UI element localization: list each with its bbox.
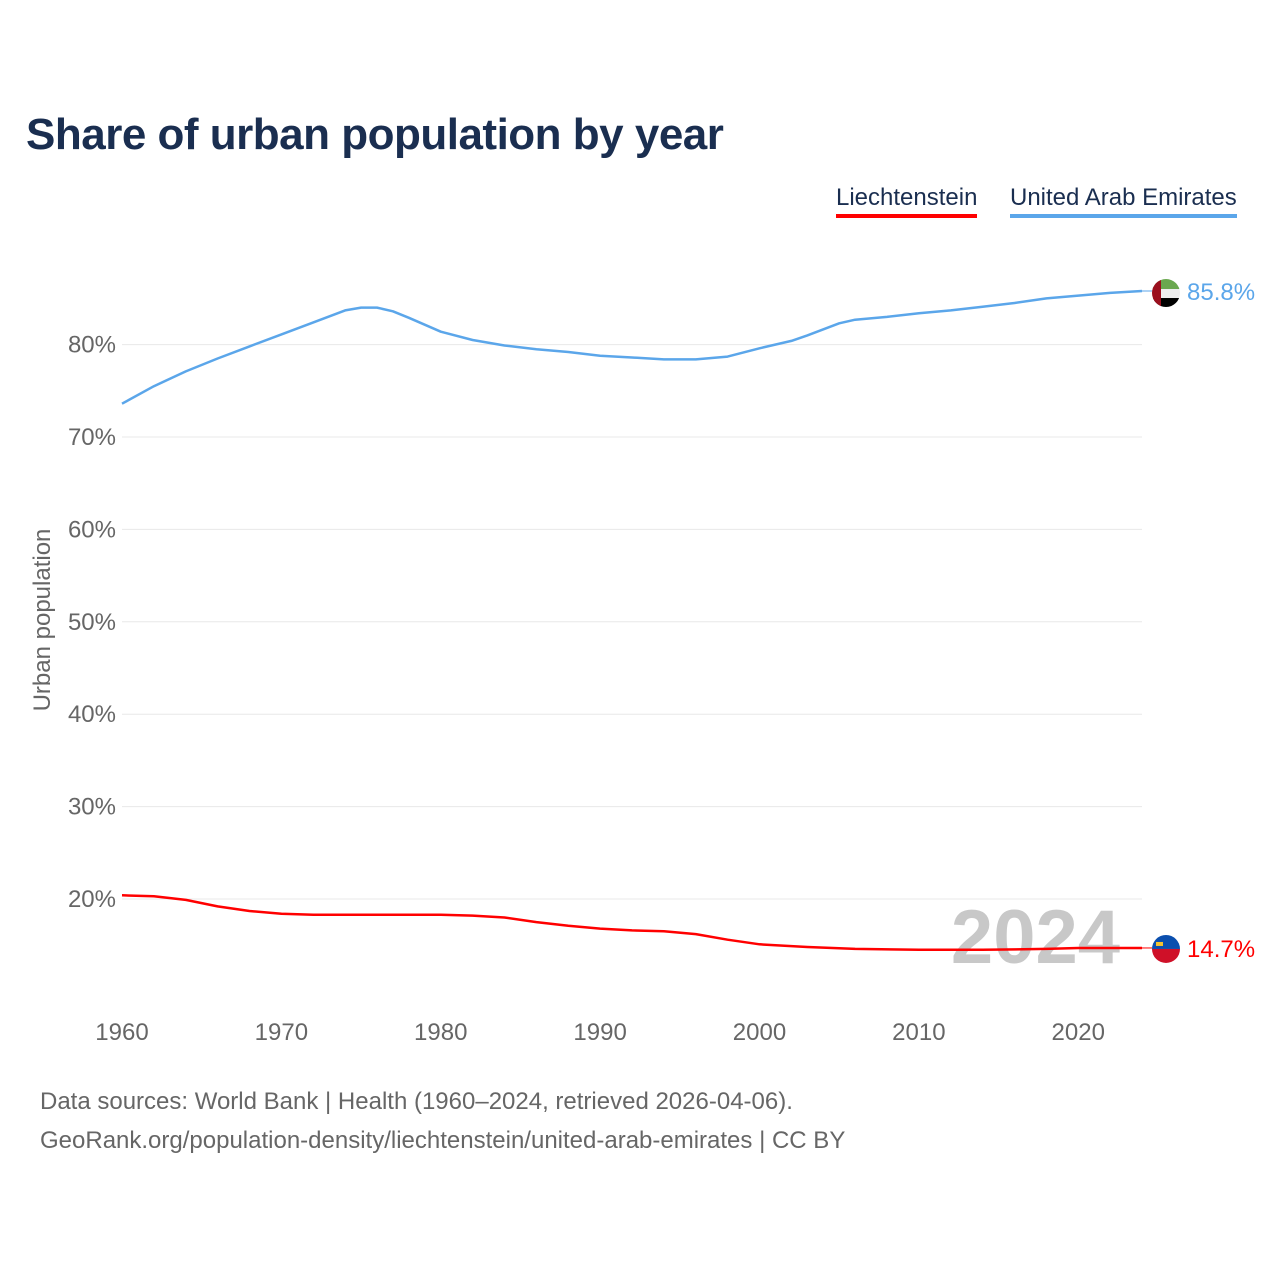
series-line-uae <box>121 289 1143 405</box>
y-tick-label: 80% <box>68 332 116 359</box>
footer-source: Data sources: World Bank | Health (1960–… <box>40 1088 793 1115</box>
flag-crown <box>1156 941 1163 946</box>
liechtenstein-flag-icon <box>1152 934 1180 963</box>
end-value-label: 14.7% <box>1187 936 1255 963</box>
legend-item-liechtenstein[interactable]: Liechtenstein <box>836 184 978 218</box>
flag-body <box>1152 279 1180 308</box>
uae-flag-icon <box>1152 279 1180 308</box>
flag-stripe <box>1152 279 1161 308</box>
flag-body <box>1152 934 1180 963</box>
y-tick-label: 60% <box>68 516 116 543</box>
x-tick-label: 2020 <box>1052 1019 1105 1046</box>
legend-item-uae[interactable]: United Arab Emirates <box>1010 184 1237 218</box>
x-tick-label: 2000 <box>733 1019 786 1046</box>
x-tick-label: 1990 <box>573 1019 626 1046</box>
x-tick-label: 1960 <box>95 1019 148 1046</box>
x-tick-label: 1970 <box>255 1019 308 1046</box>
flag-stripe <box>1152 298 1180 308</box>
y-tick-label: 40% <box>68 701 116 728</box>
flag-stripe <box>1152 279 1180 290</box>
y-tick-label: 30% <box>68 794 116 821</box>
y-axis-label: Urban population <box>29 529 56 712</box>
x-tick-label: 1980 <box>414 1019 467 1046</box>
x-tick-label: 2010 <box>892 1019 945 1046</box>
y-tick-label: 20% <box>68 886 116 913</box>
flag-stripe <box>1152 289 1180 299</box>
series-line-liechtenstein <box>121 894 1142 952</box>
end-value-label: 85.8% <box>1187 279 1255 306</box>
y-tick-label: 70% <box>68 424 116 451</box>
year-watermark: 2024 <box>951 895 1120 980</box>
footer-link[interactable]: GeoRank.org/population-density/liechtens… <box>40 1127 846 1154</box>
chart-title: Share of urban population by year <box>26 110 724 159</box>
y-tick-label: 50% <box>68 609 116 636</box>
flag-stripe <box>1152 948 1180 963</box>
